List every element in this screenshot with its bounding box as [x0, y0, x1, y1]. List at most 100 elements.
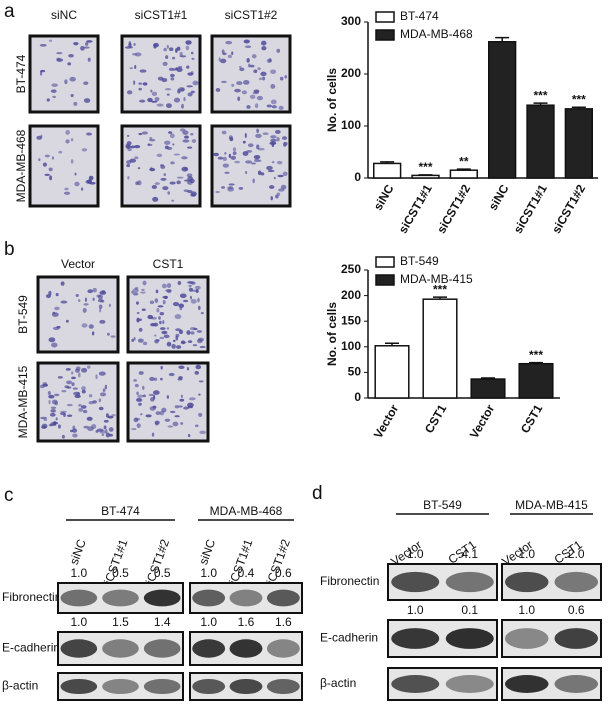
cell [105, 432, 111, 438]
ratio: 1.0 [200, 615, 217, 629]
cell [188, 284, 192, 288]
cell [189, 178, 195, 184]
cell [173, 153, 180, 156]
cell [162, 320, 165, 325]
cell [64, 187, 69, 191]
column-label: siCST1#2 [225, 8, 278, 22]
cell [180, 87, 185, 92]
cell [71, 428, 78, 433]
cell [83, 425, 89, 429]
cell [87, 289, 94, 294]
cell [191, 57, 195, 60]
cell [178, 303, 185, 309]
cell [164, 145, 169, 150]
cell [83, 98, 91, 103]
cell [135, 417, 141, 421]
cell [74, 394, 81, 399]
x-tick-label: siCST1#2 [434, 182, 473, 236]
cell [164, 88, 172, 91]
cell [242, 140, 246, 144]
cell [165, 55, 169, 59]
cell [253, 155, 261, 160]
cell [48, 167, 53, 172]
cell [153, 43, 157, 49]
band [192, 639, 226, 658]
cell [194, 424, 199, 428]
cell [246, 58, 250, 63]
cell [184, 135, 189, 139]
bar [488, 41, 517, 179]
cell [163, 173, 166, 177]
cell [234, 160, 240, 164]
cell [103, 419, 109, 423]
y-tick-label: 0 [354, 170, 361, 184]
x-tick-label: CST1 [518, 402, 546, 436]
cell [98, 398, 102, 403]
cell [167, 191, 171, 195]
cell [98, 304, 103, 309]
cell [81, 386, 86, 391]
ratio: 0.5 [112, 566, 129, 580]
cell [92, 287, 97, 293]
cell [57, 424, 61, 429]
cell [221, 80, 227, 84]
cell [81, 367, 88, 373]
cell [87, 365, 91, 369]
cell [213, 152, 219, 157]
cell [44, 154, 50, 158]
cell [195, 288, 199, 293]
cell [186, 173, 193, 178]
micrograph [28, 124, 100, 208]
cell [262, 132, 269, 135]
bar [449, 169, 478, 179]
cell [163, 47, 167, 52]
x-tick-label: CST1 [422, 402, 450, 436]
panel-label: c [4, 485, 14, 506]
cell [138, 327, 143, 332]
cell [134, 64, 137, 70]
cell [172, 302, 180, 307]
cell [71, 376, 76, 380]
cell [283, 141, 288, 146]
cell [166, 395, 170, 399]
cell [190, 133, 194, 136]
cell [186, 190, 193, 194]
cell [86, 179, 92, 184]
column-label: Vector [61, 257, 95, 271]
cell [177, 280, 182, 286]
band [504, 628, 549, 649]
x-tick-label: siCST1#2 [549, 182, 588, 236]
cell [74, 172, 77, 176]
cell [154, 96, 160, 102]
ratio: 1.0 [518, 603, 535, 617]
error-bar [529, 361, 543, 364]
cell [169, 181, 176, 185]
row-label: BT-474 [14, 54, 28, 93]
cell [168, 372, 175, 377]
cell [176, 176, 184, 179]
group-label: MDA-MB-415 [515, 498, 588, 512]
band [192, 589, 226, 607]
cell [180, 341, 187, 344]
band [445, 675, 494, 693]
cell [78, 299, 81, 302]
cell [145, 414, 152, 418]
cell [153, 322, 159, 327]
cell [104, 384, 108, 390]
cell [270, 135, 277, 139]
cell [164, 140, 171, 145]
column-label: CST1 [153, 257, 184, 271]
cell [81, 323, 88, 328]
micrograph [210, 124, 292, 208]
bar [422, 298, 458, 399]
cell [171, 56, 176, 60]
cell [215, 190, 220, 194]
cell [138, 87, 142, 91]
cell [186, 367, 190, 371]
cell [169, 410, 176, 414]
cell [134, 156, 139, 160]
band [229, 589, 263, 607]
cell [270, 138, 277, 143]
cell [154, 298, 159, 303]
cell [142, 394, 146, 398]
